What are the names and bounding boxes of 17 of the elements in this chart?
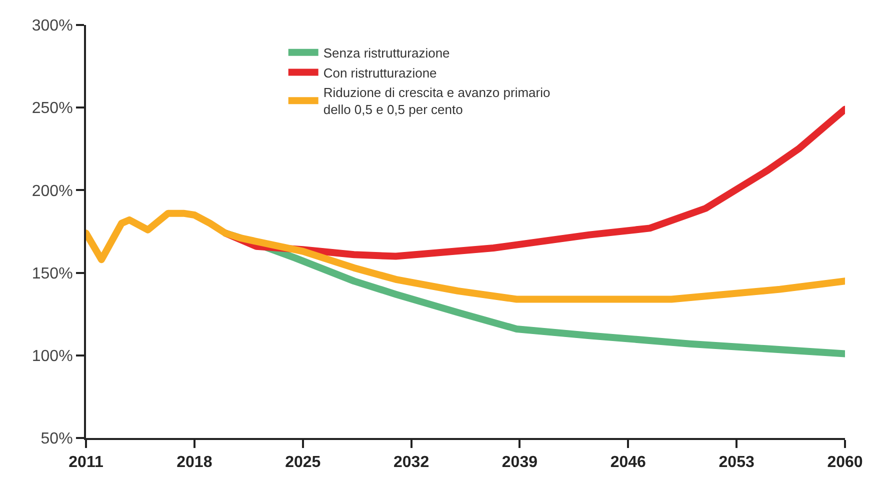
x-tick-label: 2039 (502, 454, 538, 472)
y-tick-label: 150% (32, 265, 73, 282)
y-tick-label: 250% (32, 100, 73, 118)
x-tick-label: 2053 (718, 454, 754, 472)
y-tick-label: 200% (32, 182, 73, 200)
legend-label: Con ristrutturazione (323, 65, 437, 80)
x-tick-label: 2046 (610, 454, 646, 472)
y-tick-label: 50% (40, 430, 73, 448)
x-tick-label: 2060 (827, 454, 863, 472)
x-tick-label: 2018 (176, 454, 212, 472)
x-tick-label: 2032 (393, 454, 430, 472)
y-tick-label: 100% (32, 348, 73, 365)
legend-label: Riduzione di crescita e avanzo primario dello 0,5 e 0,5 per cento (323, 85, 550, 118)
legend-label: Senza ristrutturazione (323, 45, 450, 60)
x-tick-label: 2011 (68, 454, 104, 472)
x-tick-label: 2025 (285, 454, 321, 472)
y-tick-label: 300% (32, 18, 73, 35)
